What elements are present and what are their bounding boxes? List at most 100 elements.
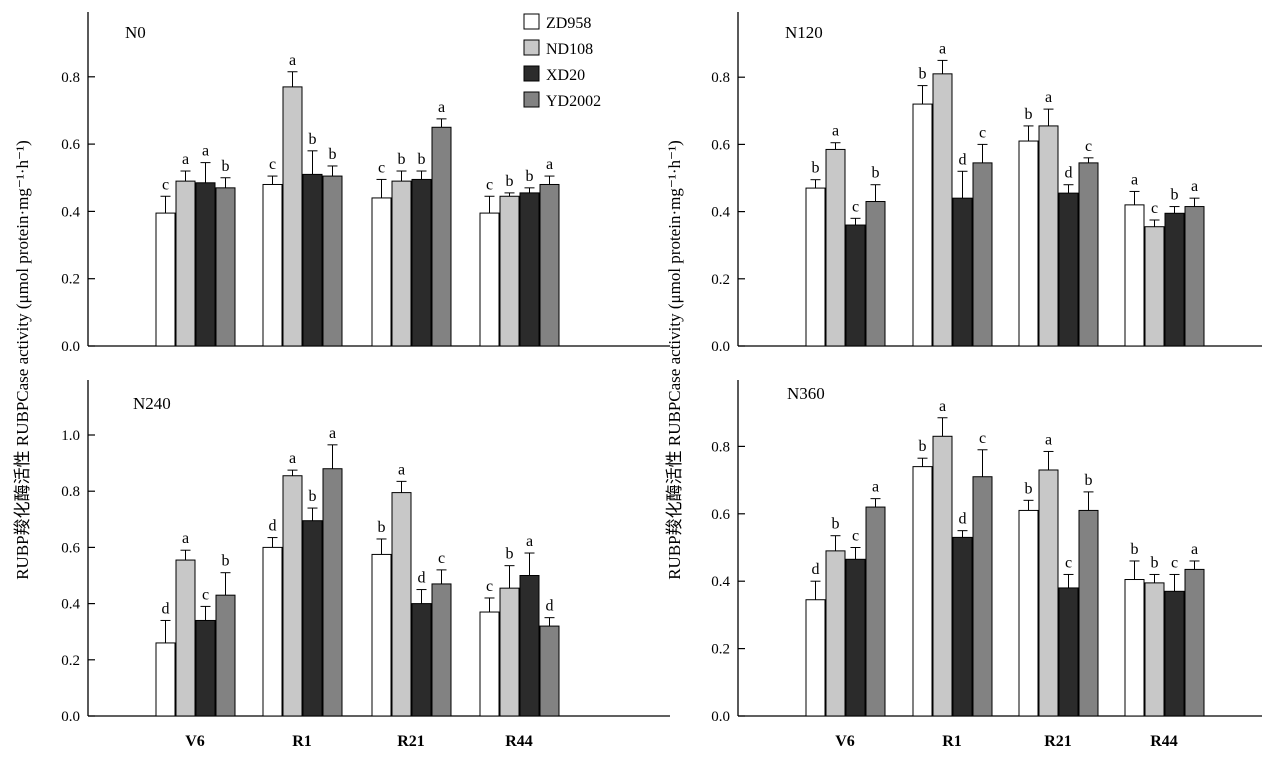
y-ticks: 0.0 0.2 0.4 0.6 0.8 — [61, 70, 95, 355]
legend-swatch-zd958 — [523, 13, 540, 30]
y-tick-label: 0.4 — [61, 597, 80, 613]
significance-letter: a — [182, 530, 189, 547]
significance-letter: a — [289, 52, 296, 69]
legend-label-nd108: ND108 — [546, 41, 593, 58]
bar-yd2002-r21 — [1078, 162, 1099, 347]
significance-letter: d — [959, 511, 967, 528]
bar-xd20-v6 — [195, 182, 216, 347]
bar-zd958-r21 — [1018, 509, 1039, 717]
bar-zd958-r44 — [479, 212, 500, 347]
significance-letter: b — [329, 146, 337, 163]
y-ticks: 0.0 0.2 0.4 0.6 0.8 — [711, 439, 745, 725]
y-tick-label: 0.2 — [711, 642, 730, 658]
significance-letter: a — [1191, 178, 1198, 195]
bar-zd958-r44 — [479, 611, 500, 717]
y-ticks: 0.0 0.2 0.4 0.6 0.8 — [711, 70, 745, 355]
significance-letter: b — [418, 151, 426, 168]
bar-yd2002-r44 — [539, 183, 560, 347]
significance-letter: b — [222, 158, 230, 175]
bar-nd108-v6 — [825, 550, 846, 717]
significance-letter: d — [812, 561, 820, 578]
significance-letter: a — [202, 143, 209, 160]
significance-letter: b — [1171, 187, 1179, 204]
significance-letter: c — [378, 159, 385, 176]
y-tick-label: 0.0 — [711, 709, 730, 725]
significance-letter: b — [872, 165, 880, 182]
bar-zd958-r44 — [1124, 579, 1145, 717]
significance-letter: b — [398, 151, 406, 168]
significance-letter: c — [202, 586, 209, 603]
bar-xd20-r1 — [302, 520, 323, 717]
bar-nd108-v6 — [175, 180, 196, 347]
bar-yd2002-r1 — [322, 468, 343, 717]
significance-letter: d — [418, 570, 426, 587]
significance-letter: c — [486, 176, 493, 193]
bar-zd958-r44 — [1124, 204, 1145, 347]
y-tick-label: 0.6 — [61, 540, 80, 556]
significance-letter: b — [309, 131, 317, 148]
bar-zd958-r1 — [912, 466, 933, 717]
bar-xd20-v6 — [845, 558, 866, 717]
bar-nd108-r21 — [1038, 125, 1059, 347]
bar-yd2002-r1 — [972, 476, 993, 717]
legend-label-xd20: XD20 — [546, 67, 585, 84]
y-tick-label: 0.6 — [61, 137, 80, 153]
bar-nd108-r21 — [391, 492, 412, 717]
bar-xd20-r21 — [1058, 587, 1079, 717]
significance-letter: c — [486, 578, 493, 595]
significance-letter: c — [852, 198, 859, 215]
y-tick-label: 1.0 — [61, 428, 80, 444]
significance-letter: a — [438, 99, 445, 116]
y-tick-label: 0.2 — [711, 272, 730, 288]
bar-nd108-r1 — [932, 435, 953, 717]
y-tick-label: 0.8 — [711, 70, 730, 86]
bar-yd2002-r21 — [431, 126, 452, 347]
bar-nd108-r1 — [282, 86, 303, 347]
bar-zd958-v6 — [805, 599, 826, 717]
significance-letter: c — [162, 176, 169, 193]
panel-title: N240 — [133, 394, 171, 413]
significance-letter: b — [1025, 480, 1033, 497]
y-tick-label: 0.8 — [711, 439, 730, 455]
significance-letter: d — [546, 598, 554, 615]
bar-yd2002-r21 — [431, 583, 452, 717]
x-tick-label: R21 — [397, 733, 425, 750]
bar-yd2002-v6 — [215, 187, 236, 347]
significance-letter: a — [939, 40, 946, 57]
bar-xd20-v6 — [195, 619, 216, 717]
y-tick-label: 0.2 — [61, 653, 80, 669]
bar-zd958-r21 — [371, 553, 392, 717]
x-tick-label: R44 — [505, 733, 533, 750]
bar-xd20-r1 — [302, 173, 323, 347]
bar-nd108-r44 — [1144, 226, 1165, 347]
bar-nd108-r44 — [1144, 582, 1165, 717]
y-tick-label: 0.2 — [61, 272, 80, 288]
x-tick-label: R1 — [292, 733, 312, 750]
bar-zd958-r1 — [912, 103, 933, 347]
significance-letter: a — [1131, 171, 1138, 188]
bar-zd958-v6 — [155, 642, 176, 717]
bar-yd2002-r44 — [1184, 206, 1205, 347]
bar-yd2002-v6 — [215, 594, 236, 717]
x-tick-label: R44 — [1150, 733, 1178, 750]
y-tick-label: 0.0 — [61, 709, 80, 725]
significance-letter: c — [979, 124, 986, 141]
y-axis-label-left: RUBP羧化酶活性 RUBPCase activity (μmol protei… — [13, 140, 32, 580]
panel-title: N360 — [787, 384, 825, 403]
significance-letter: b — [1151, 554, 1159, 571]
significance-letter: b — [378, 519, 386, 536]
bar-yd2002-v6 — [865, 506, 886, 717]
chart-panel-n360: 0.00.20.40.60.8N360dbcaV6badcR1bacbR21bb… — [711, 380, 1262, 750]
legend-label-zd958: ZD958 — [546, 15, 591, 32]
significance-letter: d — [162, 600, 170, 617]
bar-nd108-r21 — [391, 180, 412, 347]
bar-xd20-r21 — [1058, 192, 1079, 347]
significance-letter: b — [832, 516, 840, 533]
y-ticks: 0.0 0.2 0.4 0.6 0.8 1.0 — [61, 428, 95, 725]
bar-nd108-r44 — [499, 195, 520, 347]
significance-letter: a — [329, 425, 336, 442]
x-tick-label: V6 — [185, 733, 205, 750]
bar-nd108-v6 — [825, 148, 846, 347]
